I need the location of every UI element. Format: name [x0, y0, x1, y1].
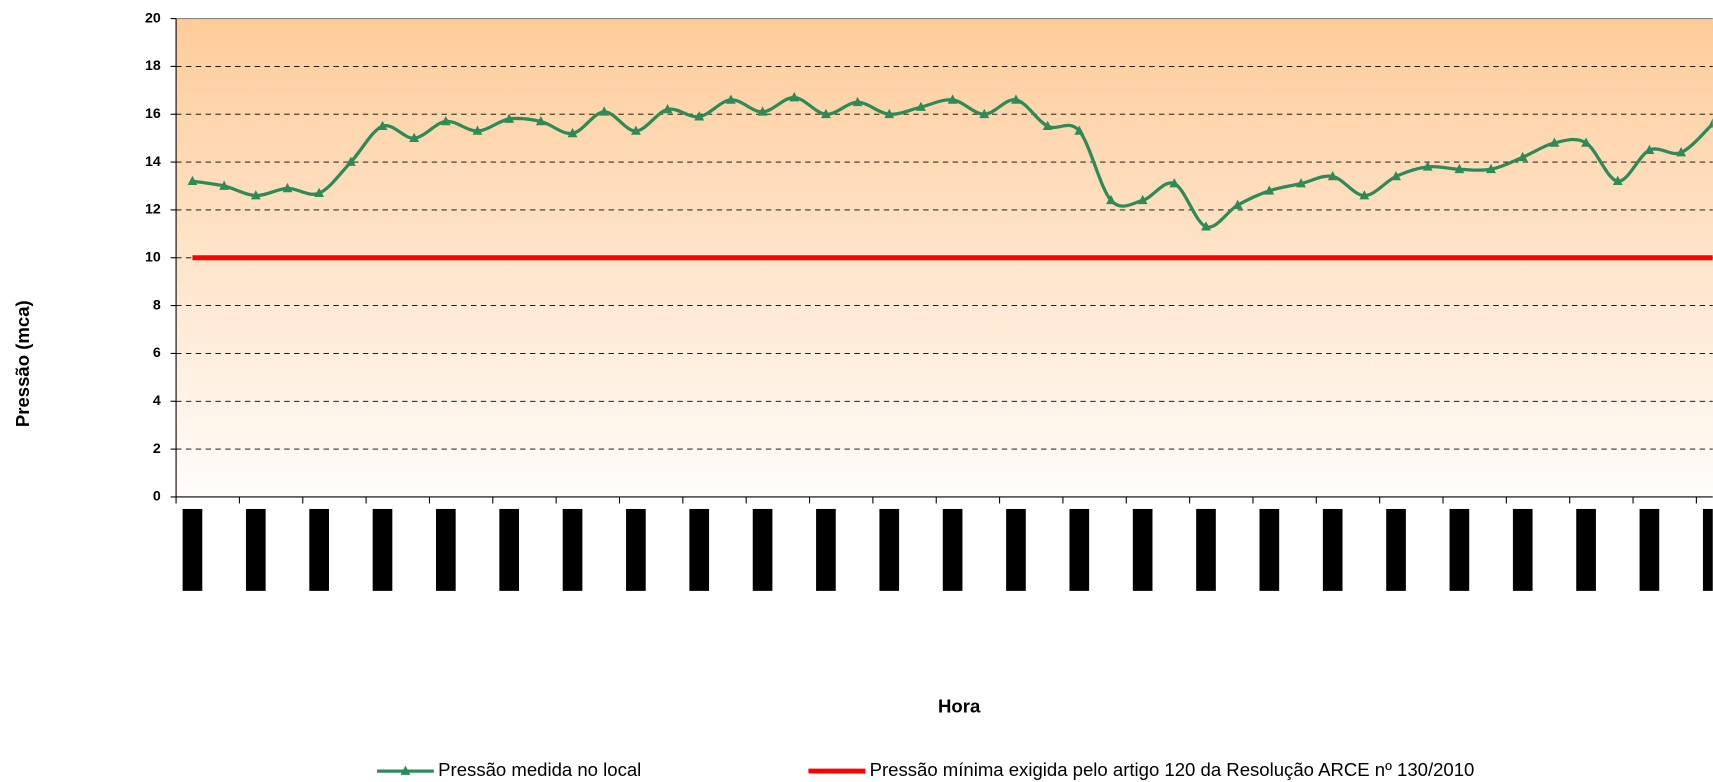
redacted-label [1512, 508, 1533, 591]
redacted-label [182, 508, 203, 591]
point-marker [757, 106, 768, 116]
point-marker [1391, 170, 1401, 181]
y-axis-title: Pressão (mca) [12, 300, 33, 427]
redacted-label [752, 508, 773, 591]
point-marker [1486, 163, 1496, 174]
point-marker [1074, 125, 1085, 135]
point-marker [567, 127, 578, 138]
y-tick-label: 20 [145, 10, 161, 26]
redacted-label [1449, 508, 1470, 591]
y-tick-label: 14 [145, 154, 161, 170]
point-marker [345, 156, 356, 166]
plot: 0 2 4 6 8 10 12 14 16 18 20 [145, 10, 1713, 591]
point-marker [1169, 178, 1180, 188]
point-marker [1676, 147, 1687, 157]
point-marker [314, 187, 325, 197]
legend-marker [400, 765, 411, 775]
point-marker [187, 175, 198, 186]
point-marker [1264, 185, 1275, 195]
point-marker [1707, 118, 1713, 128]
redacted-label [499, 508, 520, 591]
point-marker [377, 120, 388, 131]
y-tick-label: 0 [153, 489, 161, 505]
point-marker [1327, 170, 1338, 181]
y-tick-label: 12 [145, 202, 161, 218]
y-tick-label: 4 [153, 393, 161, 409]
redacted-label [245, 508, 266, 591]
point-marker [884, 108, 895, 119]
legend-label: Pressão mínima exigida pelo artigo 120 d… [870, 759, 1475, 780]
point-marker [1359, 190, 1370, 200]
y-tick-label: 6 [153, 345, 161, 361]
redacted-label [1196, 508, 1216, 591]
redacted-label [1576, 508, 1596, 591]
point-marker [1232, 199, 1243, 209]
point-marker [282, 182, 293, 193]
redacted-label [1259, 508, 1280, 591]
point-marker [599, 106, 610, 116]
point-marker [440, 115, 451, 126]
y-tick-label: 16 [145, 106, 161, 122]
redacted-label [1702, 508, 1713, 591]
point-marker [821, 108, 831, 119]
point-marker [1106, 194, 1116, 205]
point-marker [694, 111, 705, 121]
point-marker [1042, 120, 1053, 131]
redacted-label [1322, 508, 1343, 591]
redacted-label [879, 508, 900, 591]
point-marker [1644, 144, 1655, 154]
point-marker [504, 113, 515, 123]
point-marker [219, 180, 230, 190]
point-marker [1296, 178, 1306, 188]
point-marker [630, 125, 641, 135]
x-axis-title: Hora [938, 696, 981, 717]
redacted-label [626, 508, 646, 591]
redacted-label [309, 508, 329, 591]
redacted-label [942, 508, 963, 591]
point-marker [1549, 137, 1560, 147]
point-marker [852, 96, 863, 107]
legend-label: Pressão medida no local [438, 759, 641, 780]
redacted-label [1006, 508, 1026, 591]
point-marker [1137, 194, 1148, 205]
point-marker [472, 125, 483, 135]
redacted-label [689, 508, 710, 591]
redacted-label [816, 508, 836, 591]
point-marker [1612, 175, 1623, 186]
point-marker [916, 101, 926, 111]
redacted-label [1132, 508, 1153, 591]
legend-item: Pressão mínima exigida pelo artigo 120 d… [808, 759, 1474, 780]
legend-item: Pressão medida no local [377, 759, 641, 780]
redacted-label [372, 508, 393, 591]
redacted-label [436, 508, 456, 591]
redacted-label [1386, 508, 1406, 591]
y-tick-label: 2 [153, 441, 161, 457]
point-marker [409, 132, 420, 142]
redacted-label [562, 508, 583, 591]
point-marker [250, 190, 261, 200]
point-marker [1011, 94, 1021, 104]
point-marker [1454, 163, 1465, 174]
redacted-label [1069, 508, 1090, 591]
redacted-label [1639, 508, 1660, 591]
y-tick-label: 8 [153, 297, 161, 313]
point-marker [535, 115, 546, 126]
point-marker [947, 94, 958, 104]
point-marker [1517, 151, 1528, 162]
y-tick-label: 18 [145, 58, 161, 74]
y-tick-label: 10 [145, 250, 161, 266]
point-marker [725, 94, 736, 104]
point-marker [979, 108, 990, 119]
point-marker [662, 103, 673, 114]
point-marker [1422, 161, 1433, 171]
point-marker [789, 92, 800, 102]
point-marker [1201, 221, 1211, 231]
point-marker [1581, 137, 1591, 147]
